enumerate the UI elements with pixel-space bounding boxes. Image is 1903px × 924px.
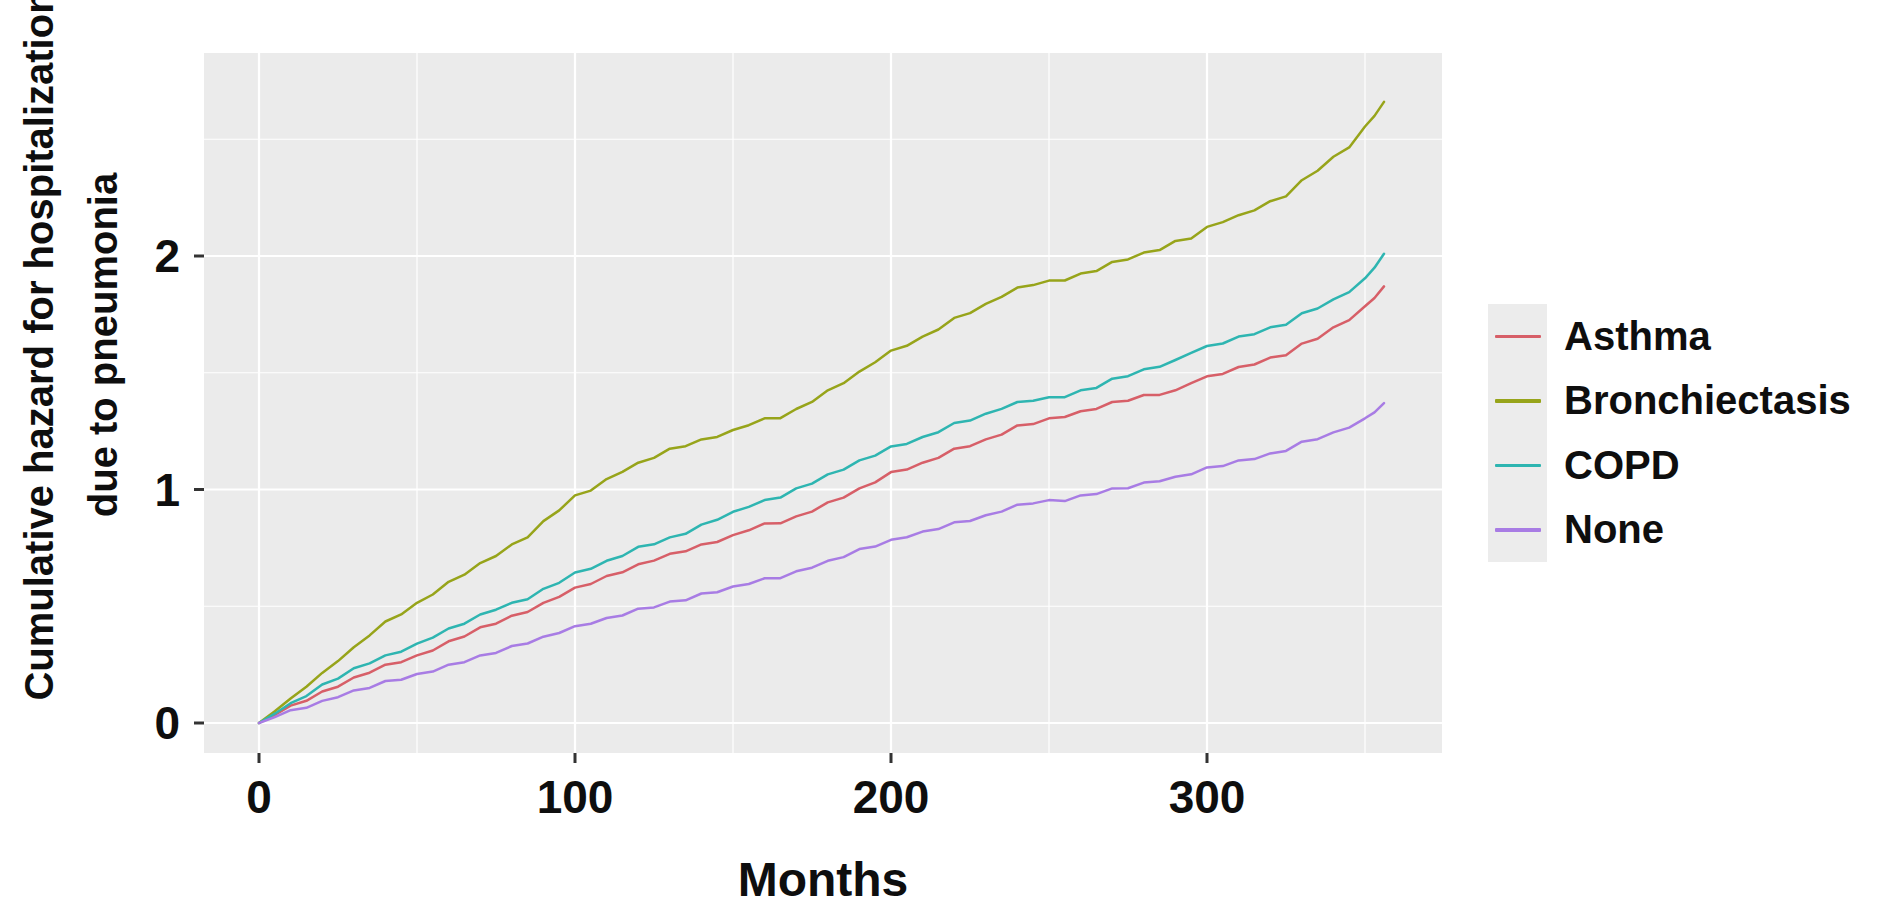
legend-swatch-bronchiectasis bbox=[1495, 399, 1541, 403]
x-tick-label: 300 bbox=[1127, 770, 1287, 824]
x-tick-label: 0 bbox=[179, 770, 339, 824]
legend-key bbox=[1488, 433, 1547, 498]
legend-item-copd: COPD bbox=[1488, 433, 1851, 498]
legend: Asthma Bronchiectasis COPD None bbox=[1488, 304, 1851, 562]
legend-item-bronchiectasis: Bronchiectasis bbox=[1488, 369, 1851, 434]
legend-key bbox=[1488, 369, 1547, 434]
x-tick-label: 100 bbox=[495, 770, 655, 824]
y-axis-title: Cumulative hazard for hospitalization du… bbox=[7, 0, 135, 725]
legend-swatch-none bbox=[1495, 528, 1541, 532]
cumulative-hazard-figure: 0 1 2 0 100 200 300 Months Cumulative ha… bbox=[0, 0, 1903, 924]
legend-swatch-copd bbox=[1495, 464, 1541, 468]
y-axis-title-line1: Cumulative hazard for hospitalization bbox=[7, 0, 71, 725]
legend-key bbox=[1488, 304, 1547, 369]
legend-swatch-asthma bbox=[1495, 335, 1541, 339]
legend-label: Asthma bbox=[1564, 314, 1711, 359]
legend-key bbox=[1488, 498, 1547, 563]
x-axis-title: Months bbox=[573, 852, 1073, 907]
legend-item-none: None bbox=[1488, 498, 1851, 563]
legend-label: COPD bbox=[1564, 443, 1680, 488]
legend-label: Bronchiectasis bbox=[1564, 378, 1851, 423]
plot-panel bbox=[204, 53, 1442, 753]
x-tick-label: 200 bbox=[811, 770, 971, 824]
y-axis-title-line2: due to pneumonia bbox=[71, 0, 135, 725]
legend-label: None bbox=[1564, 507, 1664, 552]
legend-item-asthma: Asthma bbox=[1488, 304, 1851, 369]
